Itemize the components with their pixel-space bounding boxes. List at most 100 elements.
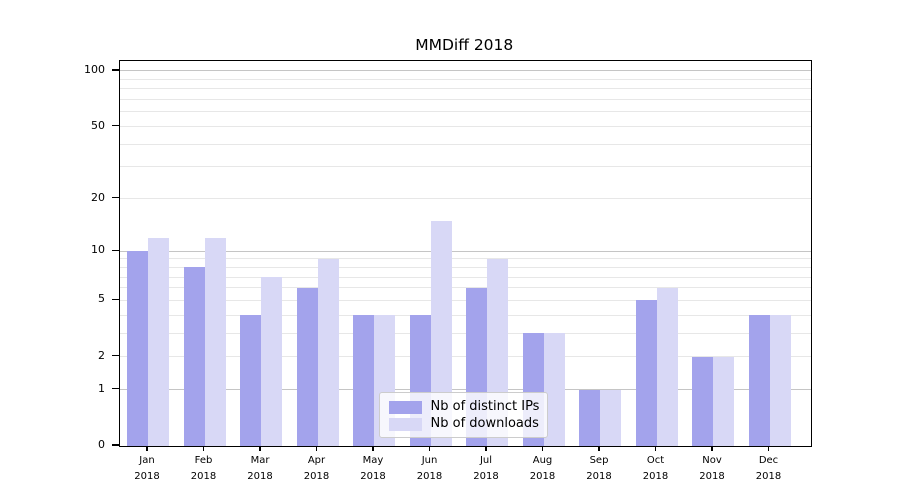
x-tick-label-feb: Feb 2018 [176, 453, 232, 484]
x-tick-label-year: 2018 [303, 470, 330, 482]
x-tick-label-apr: Apr 2018 [289, 453, 345, 484]
x-tick-mark-jun [428, 446, 431, 451]
legend-swatch-distinct-ips [388, 400, 422, 414]
x-tick-label-year: 2018 [473, 470, 499, 482]
x-tick-label-year: 2018 [190, 470, 217, 482]
gridline-70 [119, 99, 811, 101]
x-tick-label-month: Aug [532, 455, 553, 466]
y-tick-label-0: 0 [98, 438, 105, 451]
gridline-80 [119, 88, 811, 90]
gridline-30 [119, 166, 811, 168]
bar-downloads-aug [543, 333, 565, 446]
x-tick-label-aug: Aug 2018 [515, 453, 571, 484]
x-tick-label-year: 2018 [416, 470, 443, 482]
gridline-20 [119, 198, 811, 200]
x-tick-label-month: Dec [758, 455, 779, 466]
gridline-50 [119, 126, 811, 127]
x-tick-label-month: Mar [250, 455, 270, 466]
x-tick-label-may: May 2018 [345, 453, 401, 484]
y-tick-label-5: 5 [98, 292, 105, 306]
x-tick-mark-may [372, 446, 374, 451]
gridline-8 [119, 266, 811, 268]
y-tick-label-20: 20 [91, 190, 105, 204]
y-tick-label-100: 100 [84, 62, 105, 76]
x-tick-label-year: 2018 [699, 470, 725, 482]
bar-ips-oct [635, 300, 657, 446]
x-tick-label-jun: Jun 2018 [402, 453, 458, 484]
legend-label-downloads: Nb of downloads [430, 416, 539, 431]
y-tick-mark-0 [112, 444, 119, 446]
bar-downloads-apr [317, 258, 339, 446]
x-tick-mark-nov [711, 446, 713, 451]
y-tick-label-1: 1 [98, 381, 105, 395]
plot-area: Nb of distinct IPs Nb of downloads [118, 60, 812, 447]
x-tick-label-year: 2018 [134, 470, 160, 482]
x-tick-label-sep: Sep 2018 [571, 453, 627, 484]
gridline-10 [119, 250, 811, 252]
x-tick-label-month: Jul [479, 455, 493, 466]
gridline-6 [119, 287, 811, 289]
gridline-4 [119, 314, 811, 316]
legend-item-downloads: Nb of downloads [388, 416, 539, 432]
x-tick-label-year: 2018 [642, 470, 669, 482]
gridline-1 [119, 389, 811, 391]
bar-downloads-sep [600, 389, 621, 446]
bar-ips-sep [579, 389, 600, 446]
gridline-2 [119, 356, 811, 358]
x-tick-label-jan: Jan 2018 [119, 453, 175, 484]
gridline-9 [119, 258, 811, 260]
x-tick-mark-mar [259, 446, 261, 451]
x-tick-label-year: 2018 [529, 470, 556, 482]
y-tick-label-50: 50 [91, 118, 105, 132]
legend-item-distinct-ips: Nb of distinct IPs [388, 399, 540, 415]
x-tick-label-month: Apr [307, 455, 326, 466]
chart-title: MMDiff 2018 [415, 36, 514, 54]
x-tick-label-month: Nov [702, 455, 722, 466]
x-tick-label-year: 2018 [586, 470, 612, 482]
x-tick-label-nov: Nov 2018 [684, 453, 740, 484]
x-tick-label-dec: Dec 2018 [741, 453, 797, 484]
bar-downloads-feb [204, 237, 226, 446]
x-tick-mark-apr [315, 446, 318, 451]
y-tick-mark-1 [112, 388, 119, 390]
x-tick-mark-feb [202, 446, 205, 451]
x-tick-label-year: 2018 [360, 470, 386, 482]
x-tick-label-oct: Oct 2018 [628, 453, 684, 484]
y-tick-mark-100 [112, 69, 119, 71]
gridline-40 [119, 143, 811, 145]
x-tick-mark-aug [541, 446, 544, 451]
x-tick-label-jul: Jul 2018 [458, 453, 514, 484]
bar-downloads-dec [769, 315, 791, 446]
y-tick-mark-5 [112, 298, 119, 300]
bar-downloads-jun [430, 220, 452, 446]
bar-ips-dec [748, 315, 770, 446]
bar-ips-mar [240, 315, 261, 446]
x-tick-label-month: Oct [646, 455, 665, 466]
bar-downloads-mar [261, 277, 282, 446]
legend: Nb of distinct IPs Nb of downloads [378, 392, 548, 438]
x-tick-mark-oct [654, 446, 657, 451]
y-tick-mark-2 [112, 355, 119, 357]
bar-downloads-nov [713, 356, 734, 446]
x-tick-label-year: 2018 [755, 470, 782, 482]
y-tick-mark-10 [112, 249, 119, 251]
x-tick-label-year: 2018 [247, 470, 273, 482]
x-tick-mark-sep [598, 446, 600, 451]
gridline-60 [119, 111, 811, 113]
x-tick-label-month: May [362, 455, 384, 466]
x-tick-mark-jul [485, 446, 487, 451]
y-tick-mark-50 [112, 124, 119, 127]
legend-swatch-downloads [388, 417, 422, 431]
gridline-5 [119, 299, 811, 301]
y-tick-mark-20 [112, 197, 119, 199]
bar-ips-jan [127, 251, 148, 446]
x-tick-label-mar: Mar 2018 [232, 453, 288, 484]
gridline-3 [119, 332, 811, 334]
gridline-100 [119, 70, 811, 72]
legend-label-distinct-ips: Nb of distinct IPs [430, 399, 540, 414]
y-tick-label-10: 10 [91, 243, 105, 257]
x-tick-mark-jan [146, 446, 148, 451]
x-tick-label-month: Feb [194, 455, 213, 466]
gridline-90 [119, 78, 811, 80]
